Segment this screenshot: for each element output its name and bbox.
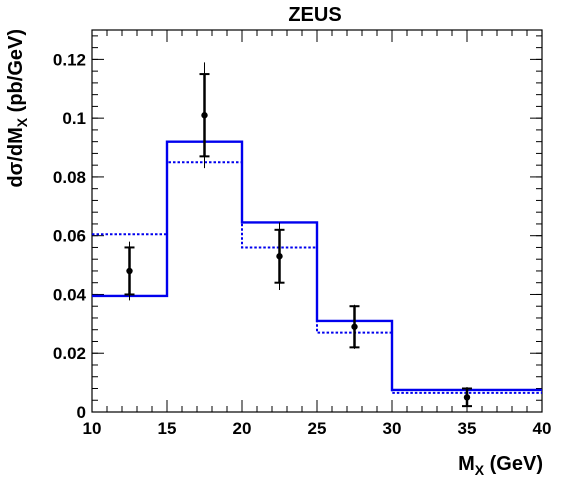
dotted-histogram-line <box>92 161 542 394</box>
chart-title: ZEUS <box>288 4 341 26</box>
data-point <box>274 222 285 291</box>
y-axis: 0 0.02 0.04 0.06 0.08 0.1 0.12 <box>53 35 542 422</box>
y-tick-label: 0 <box>77 403 86 422</box>
data-points <box>124 62 472 408</box>
x-tick-label: 40 <box>533 419 552 438</box>
data-point <box>199 62 210 169</box>
y-tick-label: 0.08 <box>53 168 86 187</box>
y-tick-label: 0.02 <box>53 344 86 363</box>
y-tick-label: 0.06 <box>53 227 86 246</box>
x-tick-label: 25 <box>308 419 327 438</box>
x-axis: 10 15 20 25 30 35 40 <box>83 30 552 438</box>
x-tick-label: 30 <box>383 419 402 438</box>
dotted-histogram <box>92 161 542 394</box>
data-marker <box>351 323 358 330</box>
y-tick-label: 0.04 <box>53 285 87 304</box>
x-tick-label: 35 <box>458 419 477 438</box>
data-marker <box>126 267 133 275</box>
y-axis-title-subscript: X <box>14 117 30 127</box>
x-tick-label: 10 <box>83 419 102 438</box>
y-tick-label: 0.1 <box>62 109 86 128</box>
plot-frame <box>91 29 543 413</box>
y-tick-label: 0.12 <box>53 50 86 69</box>
data-marker <box>463 394 471 401</box>
data-point <box>349 304 360 349</box>
data-marker <box>201 112 208 119</box>
data-point <box>462 387 472 408</box>
x-tick-label: 20 <box>233 419 252 438</box>
x-axis-title-subscript: X <box>475 462 485 478</box>
y-axis-title: dσ/dMX (pb/GeV) <box>5 29 30 188</box>
plot-border <box>91 29 543 413</box>
data-marker <box>276 253 283 260</box>
x-axis-title: MX (GeV) <box>458 453 543 478</box>
x-axis-title-unit: (GeV) <box>484 453 543 475</box>
x-tick-label: 15 <box>158 419 177 438</box>
y-axis-title-unit: (pb/GeV) <box>5 29 27 118</box>
data-point <box>124 241 135 301</box>
